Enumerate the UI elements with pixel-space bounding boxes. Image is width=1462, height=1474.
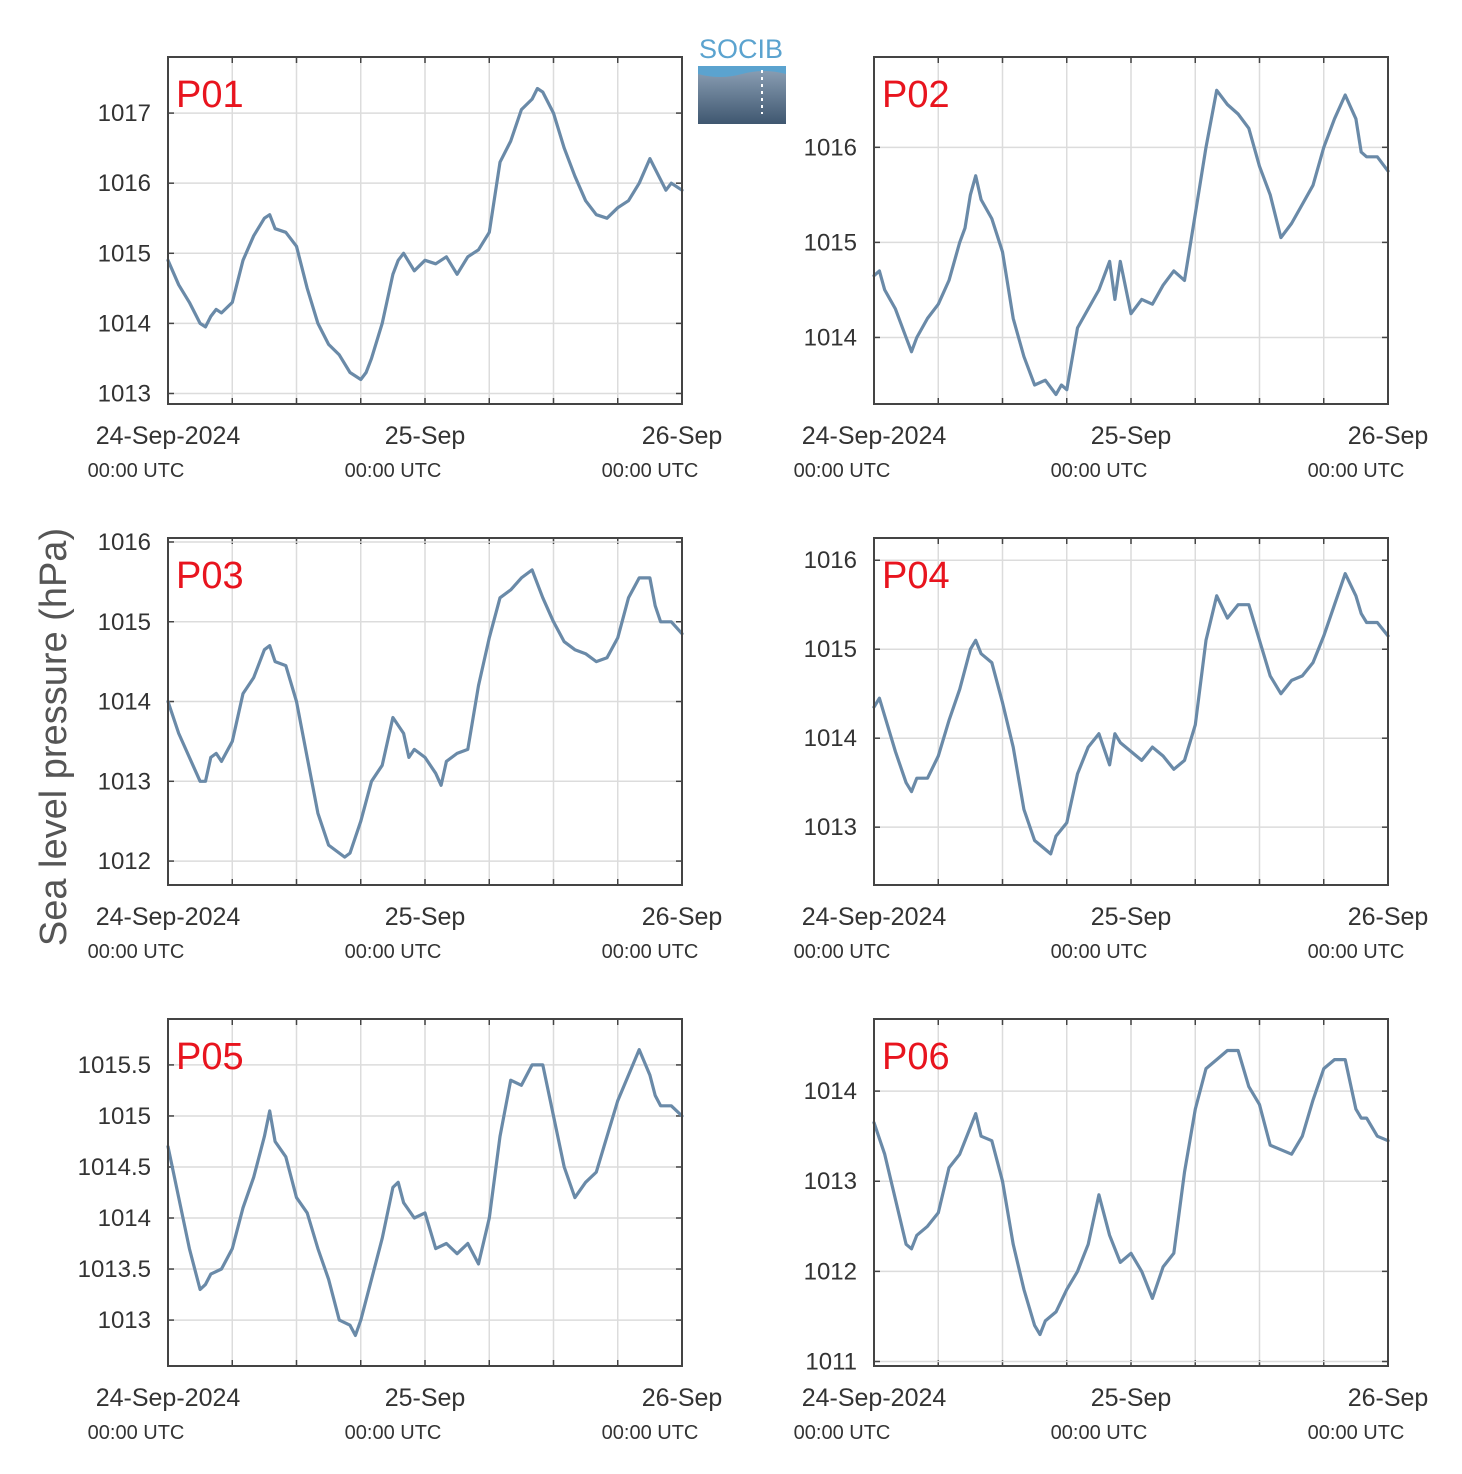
x-tick-label: 24-Sep-2024 <box>96 903 241 931</box>
y-tick-label: 1014.5 <box>78 1154 151 1181</box>
y-tick-label: 1016 <box>98 170 151 197</box>
plot-frame <box>167 537 683 886</box>
y-tick-label: 1014 <box>98 1205 151 1232</box>
x-tick-sublabel: 00:00 UTC <box>88 460 185 482</box>
logo-text: SOCIB <box>699 34 783 64</box>
x-tick-label: 24-Sep-2024 <box>802 1384 947 1412</box>
panel-label: P04 <box>882 555 950 597</box>
x-tick-sublabel: 00:00 UTC <box>794 1422 891 1444</box>
panel-p06: 1011 1012 1013 1014 P06 24-Sep-2024 00:00 UTC 2… <box>794 1018 1429 1444</box>
x-tick-label: 26-Sep <box>642 422 723 450</box>
y-tick-label: 1016 <box>98 529 151 556</box>
x-tick-label: 25-Sep <box>385 422 466 450</box>
y-tick-label: 1013 <box>804 1168 857 1195</box>
y-tick-label: 1012 <box>98 848 151 875</box>
x-tick-label: 24-Sep-2024 <box>96 1384 241 1412</box>
x-tick-label: 26-Sep <box>1348 1384 1429 1412</box>
y-tick-label: 1014 <box>804 324 857 351</box>
y-axis-label: Sea level pressure (hPa) <box>33 528 75 946</box>
plot-frame <box>873 1018 1389 1367</box>
x-tick-sublabel: 00:00 UTC <box>345 460 442 482</box>
plot-frame <box>167 1018 683 1367</box>
x-tick-sublabel: 00:00 UTC <box>602 1422 699 1444</box>
pressure-line <box>166 1047 684 1338</box>
panel-label: P06 <box>882 1036 950 1078</box>
y-tick-label: 1017 <box>98 100 151 127</box>
y-tick-label: 1014 <box>98 310 151 337</box>
x-tick-sublabel: 00:00 UTC <box>794 460 891 482</box>
panel-p04: 1013 1014 1015 1016 P04 24-Sep-2024 00:00 UTC 2… <box>794 537 1429 963</box>
x-tick-sublabel: 00:00 UTC <box>345 941 442 963</box>
x-tick-sublabel: 00:00 UTC <box>345 1422 442 1444</box>
y-tick-label: 1014 <box>98 689 151 716</box>
x-tick-label: 26-Sep <box>1348 422 1429 450</box>
y-tick-label: 1015 <box>804 229 857 256</box>
y-tick-label: 1013 <box>98 380 151 407</box>
panel-label: P01 <box>176 74 244 116</box>
x-tick-sublabel: 00:00 UTC <box>1308 941 1405 963</box>
y-tick-label: 1013 <box>98 1307 151 1334</box>
x-tick-label: 24-Sep-2024 <box>96 422 241 450</box>
y-tick-label: 1016 <box>804 547 857 574</box>
y-tick-label: 1015 <box>804 636 857 663</box>
y-tick-label: 1014 <box>804 1078 857 1105</box>
panel-label: P02 <box>882 74 950 116</box>
y-tick-label: 1014 <box>804 725 857 752</box>
x-tick-sublabel: 00:00 UTC <box>88 1422 185 1444</box>
x-tick-label: 25-Sep <box>1091 422 1172 450</box>
x-tick-label: 26-Sep <box>642 1384 723 1412</box>
socib-logo: SOCIB <box>698 34 786 124</box>
y-tick-label: 1015 <box>98 1103 151 1130</box>
panel-p03: 1012 1013 1014 1015 1016 P03 24-Sep-2024 00:00 … <box>88 529 723 963</box>
panel-p02: 1014 1015 1016 P02 24-Sep-2024 00:00 UTC 25-Se… <box>794 56 1429 482</box>
y-tick-label: 1015 <box>98 609 151 636</box>
y-tick-label: 1012 <box>804 1258 857 1285</box>
x-tick-label: 26-Sep <box>1348 903 1429 931</box>
y-tick-label: 1013 <box>98 768 151 795</box>
panel-label: P05 <box>176 1036 244 1078</box>
x-tick-label: 25-Sep <box>1091 903 1172 931</box>
x-tick-sublabel: 00:00 UTC <box>602 460 699 482</box>
pressure-line <box>166 568 684 859</box>
x-tick-sublabel: 00:00 UTC <box>1051 941 1148 963</box>
x-tick-sublabel: 00:00 UTC <box>1051 460 1148 482</box>
panel-p05: 1013 1013.5 1014 1014.5 1015 1015.5 P05 24-Sep-… <box>78 1018 723 1444</box>
x-tick-label: 25-Sep <box>385 903 466 931</box>
plot-frame <box>873 56 1389 405</box>
panel-label: P03 <box>176 555 244 597</box>
pressure-line <box>872 88 1390 397</box>
y-tick-label: 1015 <box>98 240 151 267</box>
x-tick-label: 24-Sep-2024 <box>802 903 947 931</box>
panel-p01: 1013 1014 1015 1016 1017 P01 24-Sep-2024 00:00 … <box>88 56 723 482</box>
pressure-line <box>872 1048 1390 1337</box>
pressure-line <box>166 86 684 382</box>
y-tick-label: 1013 <box>804 814 857 841</box>
x-tick-sublabel: 00:00 UTC <box>88 941 185 963</box>
x-tick-sublabel: 00:00 UTC <box>1308 1422 1405 1444</box>
pressure-line <box>872 571 1390 856</box>
x-tick-label: 25-Sep <box>385 1384 466 1412</box>
y-tick-label: 1016 <box>804 134 857 161</box>
plot-frame <box>167 56 683 405</box>
x-tick-sublabel: 00:00 UTC <box>1308 460 1405 482</box>
x-tick-sublabel: 00:00 UTC <box>1051 1422 1148 1444</box>
y-tick-label: 1011 <box>805 1348 857 1375</box>
logo-wave <box>698 66 786 77</box>
x-tick-label: 26-Sep <box>642 903 723 931</box>
y-tick-label: 1013.5 <box>78 1256 151 1283</box>
y-tick-label: 1015.5 <box>78 1052 151 1079</box>
x-tick-label: 24-Sep-2024 <box>802 422 947 450</box>
x-tick-sublabel: 00:00 UTC <box>602 941 699 963</box>
plot-frame <box>873 537 1389 886</box>
x-tick-label: 25-Sep <box>1091 1384 1172 1412</box>
x-tick-sublabel: 00:00 UTC <box>794 941 891 963</box>
